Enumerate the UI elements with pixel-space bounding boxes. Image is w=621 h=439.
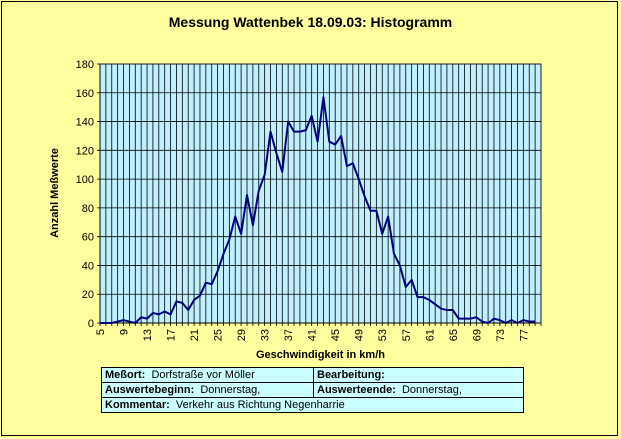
auswerteende-value: Donnerstag, [401,384,462,396]
x-tick-label: 77 [518,329,530,341]
y-tick-label: 160 [76,88,94,100]
x-tick-label: 61 [424,329,436,341]
auswertebeginn-value: Donnerstag, [200,384,261,396]
x-tick-label: 29 [236,329,248,341]
series-line [100,96,536,324]
x-tick-label: 53 [377,329,389,341]
x-axis-ticks: 5 9 13 17 21 25 29 33 37 41 45 49 53 57 61 65 69 73 77 [95,329,530,341]
x-tick-label: 49 [354,329,366,341]
x-axis-label: Geschwindigkeit in km/h [256,349,385,361]
x-tick-label: 25 [213,329,225,341]
y-axis-ticks: 0 20 40 60 80 100 120 140 160 180 [76,59,94,330]
y-tick-label: 100 [76,174,94,186]
x-tick-label: 45 [330,329,342,341]
kommentar-label: Kommentar: [105,399,170,411]
y-tick-label: 180 [76,59,94,71]
auswertebeginn-label: Auswertebeginn: [105,384,195,396]
y-tick-label: 60 [82,232,94,244]
y-tick-label: 20 [82,289,94,301]
messort-value: Dorfstraße vor Möller [151,369,255,381]
y-tick-label: 0 [88,318,94,330]
y-tick-label: 80 [82,203,94,215]
x-tick-label: 9 [119,329,131,335]
messort-cell: Meßort: Dorfstraße vor Möller [101,367,314,383]
x-tick-label: 17 [166,329,178,341]
x-tick-label: 69 [471,329,483,341]
y-tick-label: 120 [76,145,94,157]
kommentar-value: Verkehr aus Richtung Negenharrie [175,399,345,411]
auswerteende-cell: Auswerteende: Donnerstag, [313,382,524,398]
x-tick-label: 33 [260,329,272,341]
bearbeitung-label: Bearbeitung: [317,369,385,381]
kommentar-cell: Kommentar: Verkehr aus Richtung Negenhar… [101,397,524,413]
messort-label: Meßort: [105,369,146,381]
x-tick-label: 21 [189,329,201,341]
y-axis-label: Anzahl Meßwerte [49,148,61,238]
info-table: Meßort: Dorfstraße vor Möller Bearbeitun… [101,367,524,413]
x-tick-label: 5 [95,329,107,335]
bearbeitung-cell: Bearbeitung: [313,367,524,383]
x-tick-label: 57 [401,329,413,341]
x-tick-label: 41 [307,329,319,341]
x-tick-label: 65 [448,329,460,341]
y-tick-label: 140 [76,117,94,129]
x-tick-label: 37 [283,329,295,341]
auswertebeginn-cell: Auswertebeginn: Donnerstag, [101,382,314,398]
plot-area [99,63,542,324]
x-tick-label: 73 [495,329,507,341]
auswerteende-label: Auswerteende: [317,384,396,396]
chart-title: Messung Wattenbek 18.09.03: Histogramm [168,14,453,30]
x-tick-label: 13 [142,329,154,341]
y-tick-label: 40 [82,260,94,272]
